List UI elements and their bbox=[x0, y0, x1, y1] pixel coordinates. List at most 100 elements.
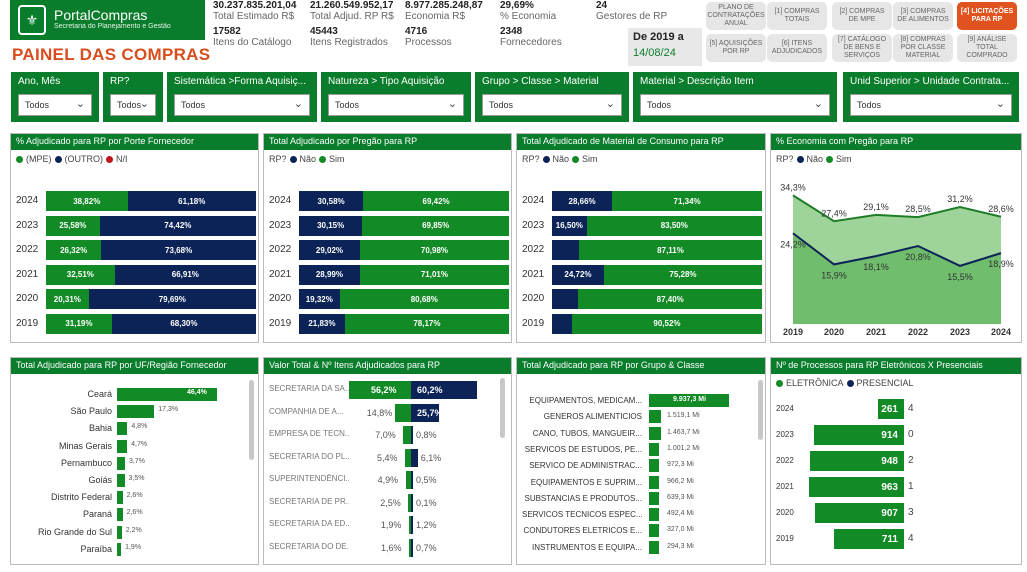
year-label: 2020 bbox=[776, 508, 794, 517]
filter-unidade-select[interactable]: Todos ⌄ bbox=[850, 94, 1012, 116]
data-label: 3,7% bbox=[128, 457, 145, 465]
bar-segment: 31,19% bbox=[46, 313, 112, 334]
bar-left bbox=[409, 538, 411, 557]
filter-ano-mes: Ano, Mês Todos ⌄ bbox=[11, 72, 99, 122]
filter-rp-select[interactable]: Todos ⌄ bbox=[110, 94, 156, 116]
year-label: 2021 bbox=[522, 268, 545, 280]
year-label: 2021 bbox=[776, 482, 794, 491]
legend-dot bbox=[846, 379, 854, 387]
bar-row: 2022 26,32% 73,68% bbox=[16, 240, 256, 260]
kpi-total-adjud: 21.260.549.952,17 Total Adjud. RP R$ bbox=[310, 0, 394, 22]
bar-right bbox=[411, 403, 440, 422]
nav-catalogo[interactable]: [7] CATÁLOGO DE BENS E SERVIÇOS bbox=[832, 34, 892, 62]
bar-row: 2023 30,15% 69,85% bbox=[269, 215, 509, 236]
nav-aquisicoes-rp[interactable]: [5] AQUISIÇÕES POR RP bbox=[706, 34, 766, 62]
filter-grupo-classe: Grupo > Classe > Material Todos ⌄ bbox=[475, 72, 629, 122]
filter-ano-mes-select[interactable]: Todos ⌄ bbox=[18, 94, 92, 116]
bar-segment: 73,68% bbox=[101, 240, 256, 260]
bar-row: 2021 32,51% 66,91% bbox=[16, 264, 256, 285]
x-tick-label: 2020 bbox=[824, 327, 844, 337]
chart-legend: RP? Não Sim bbox=[522, 154, 598, 164]
category-label: São Paulo bbox=[70, 406, 112, 417]
nav-itens-adjudicados[interactable]: [6] ITENS ADJUDICADOS bbox=[767, 34, 827, 62]
category-label: Ceará bbox=[87, 389, 112, 399]
x-tick-label: 2021 bbox=[866, 327, 886, 337]
nav-classe-material[interactable]: [8] COMPRAS POR CLASSE MATERIAL bbox=[893, 34, 953, 62]
year-label: 2023 bbox=[776, 430, 794, 439]
seal-icon: ⚜ bbox=[18, 5, 46, 35]
year-label: 2021 bbox=[269, 268, 292, 280]
year-label: 2023 bbox=[269, 219, 292, 231]
filter-material-select[interactable]: Todos ⌄ bbox=[640, 94, 830, 116]
chevron-down-icon: ⌄ bbox=[447, 98, 457, 110]
bar-right bbox=[411, 538, 413, 557]
nav-plano-contratacoes[interactable]: PLANO DE CONTRATAÇÕES ANUAL bbox=[706, 2, 766, 30]
scrollbar[interactable] bbox=[758, 380, 763, 440]
category-label: EQUIPAMENTOS E SUPRIM... bbox=[530, 477, 642, 487]
legend-dot bbox=[289, 155, 297, 163]
data-label: 294,3 Mi bbox=[667, 542, 694, 550]
panel-title: % Adjudicado para RP por Porte Fornecedo… bbox=[11, 134, 258, 150]
data-label: 492,4 Mi bbox=[667, 510, 694, 518]
nav-compras-alimentos[interactable]: [3] COMPRAS DE ALIMENTOS bbox=[893, 2, 953, 30]
data-label: 14,8% bbox=[366, 407, 393, 418]
portal-logo[interactable]: ⚜ PortalCompras Secretaria do Planejamen… bbox=[10, 0, 205, 40]
data-label: 4,7% bbox=[131, 440, 148, 448]
filter-unidade: Unid Superior > Unidade Contrata... Todos… bbox=[843, 72, 1019, 122]
bar-segment bbox=[552, 313, 572, 334]
kpi-economia: 8.977.285.248,87 Economia R$ bbox=[405, 0, 483, 22]
bar bbox=[117, 474, 125, 487]
bar: 907 bbox=[814, 503, 904, 523]
legend-dot bbox=[54, 155, 62, 163]
bar-segment: 79,69% bbox=[88, 289, 256, 309]
data-label: 28,6% bbox=[988, 204, 1014, 214]
nav-analise-total[interactable]: [9] ANÁLISE TOTAL COMPRADO bbox=[957, 34, 1017, 62]
data-label: 1,9% bbox=[125, 543, 142, 551]
category-label: INSTRUMENTOS E EQUIPA... bbox=[532, 542, 642, 552]
nav-compras-mpe[interactable]: [2] COMPRAS DE MPE bbox=[832, 2, 892, 30]
bar-row: 2019 21,83% 78,17% bbox=[269, 313, 509, 334]
bar-right bbox=[411, 471, 413, 489]
filter-rp: RP? Todos ⌄ bbox=[103, 72, 163, 122]
data-label: 0,5% bbox=[416, 475, 437, 485]
year-label: 2020 bbox=[16, 293, 39, 304]
bar-segment: 70,98% bbox=[359, 240, 509, 260]
scrollbar[interactable] bbox=[500, 378, 505, 438]
bar-row: 2021 24,72% 75,28% bbox=[522, 264, 762, 285]
bar-segment: 16,50% bbox=[552, 215, 587, 236]
nav-licitacoes-rp[interactable]: [4] LICITAÇÕES PARA RP bbox=[957, 2, 1017, 30]
data-label: 2,5% bbox=[380, 497, 401, 508]
scrollbar[interactable] bbox=[249, 380, 254, 460]
x-tick-label: 2024 bbox=[991, 327, 1011, 337]
data-label: 0,8% bbox=[416, 430, 437, 440]
bar bbox=[649, 442, 659, 456]
data-label: 3,5% bbox=[128, 475, 145, 482]
data-label: 0,1% bbox=[416, 497, 437, 508]
bar-segment: 66,91% bbox=[114, 264, 256, 285]
panel-title: Total Adjudicado por Pregão para RP bbox=[264, 134, 511, 150]
year-label: 2024 bbox=[522, 195, 545, 206]
category-label: GENEROS ALIMENTICIOS bbox=[543, 412, 642, 422]
kpi-processos: 4716 Processos bbox=[405, 26, 452, 48]
category-label: SECRETARIA DA ED... bbox=[269, 519, 349, 528]
panel-valor-itens: Valor Total & Nº Itens Adjudicados para … bbox=[263, 357, 512, 565]
filter-sistematica-select[interactable]: Todos ⌄ bbox=[174, 94, 310, 116]
data-label: 1,9% bbox=[380, 520, 402, 530]
category-label: Pernambuco bbox=[60, 457, 112, 468]
bar-row: 2024 28,66% 71,34% bbox=[522, 191, 762, 211]
nav-compras-totais[interactable]: [1] COMPRAS TOTAIS bbox=[767, 2, 827, 30]
bar-right bbox=[411, 426, 413, 444]
filter-grupo-classe-select[interactable]: Todos ⌄ bbox=[482, 94, 622, 116]
data-label: 4 bbox=[908, 533, 914, 544]
bar bbox=[117, 508, 123, 522]
line-sim bbox=[792, 194, 1002, 223]
bar-segment: 69,85% bbox=[362, 215, 509, 236]
bar: 711 bbox=[833, 529, 904, 549]
bar: 963 bbox=[809, 477, 904, 497]
legend-dot bbox=[826, 155, 834, 163]
data-label: 6,1% bbox=[420, 452, 442, 463]
data-label: 27,4% bbox=[821, 208, 847, 218]
filter-natureza-select[interactable]: Todos ⌄ bbox=[328, 94, 464, 116]
chevron-down-icon: ⌄ bbox=[605, 98, 615, 110]
bar bbox=[649, 475, 659, 489]
